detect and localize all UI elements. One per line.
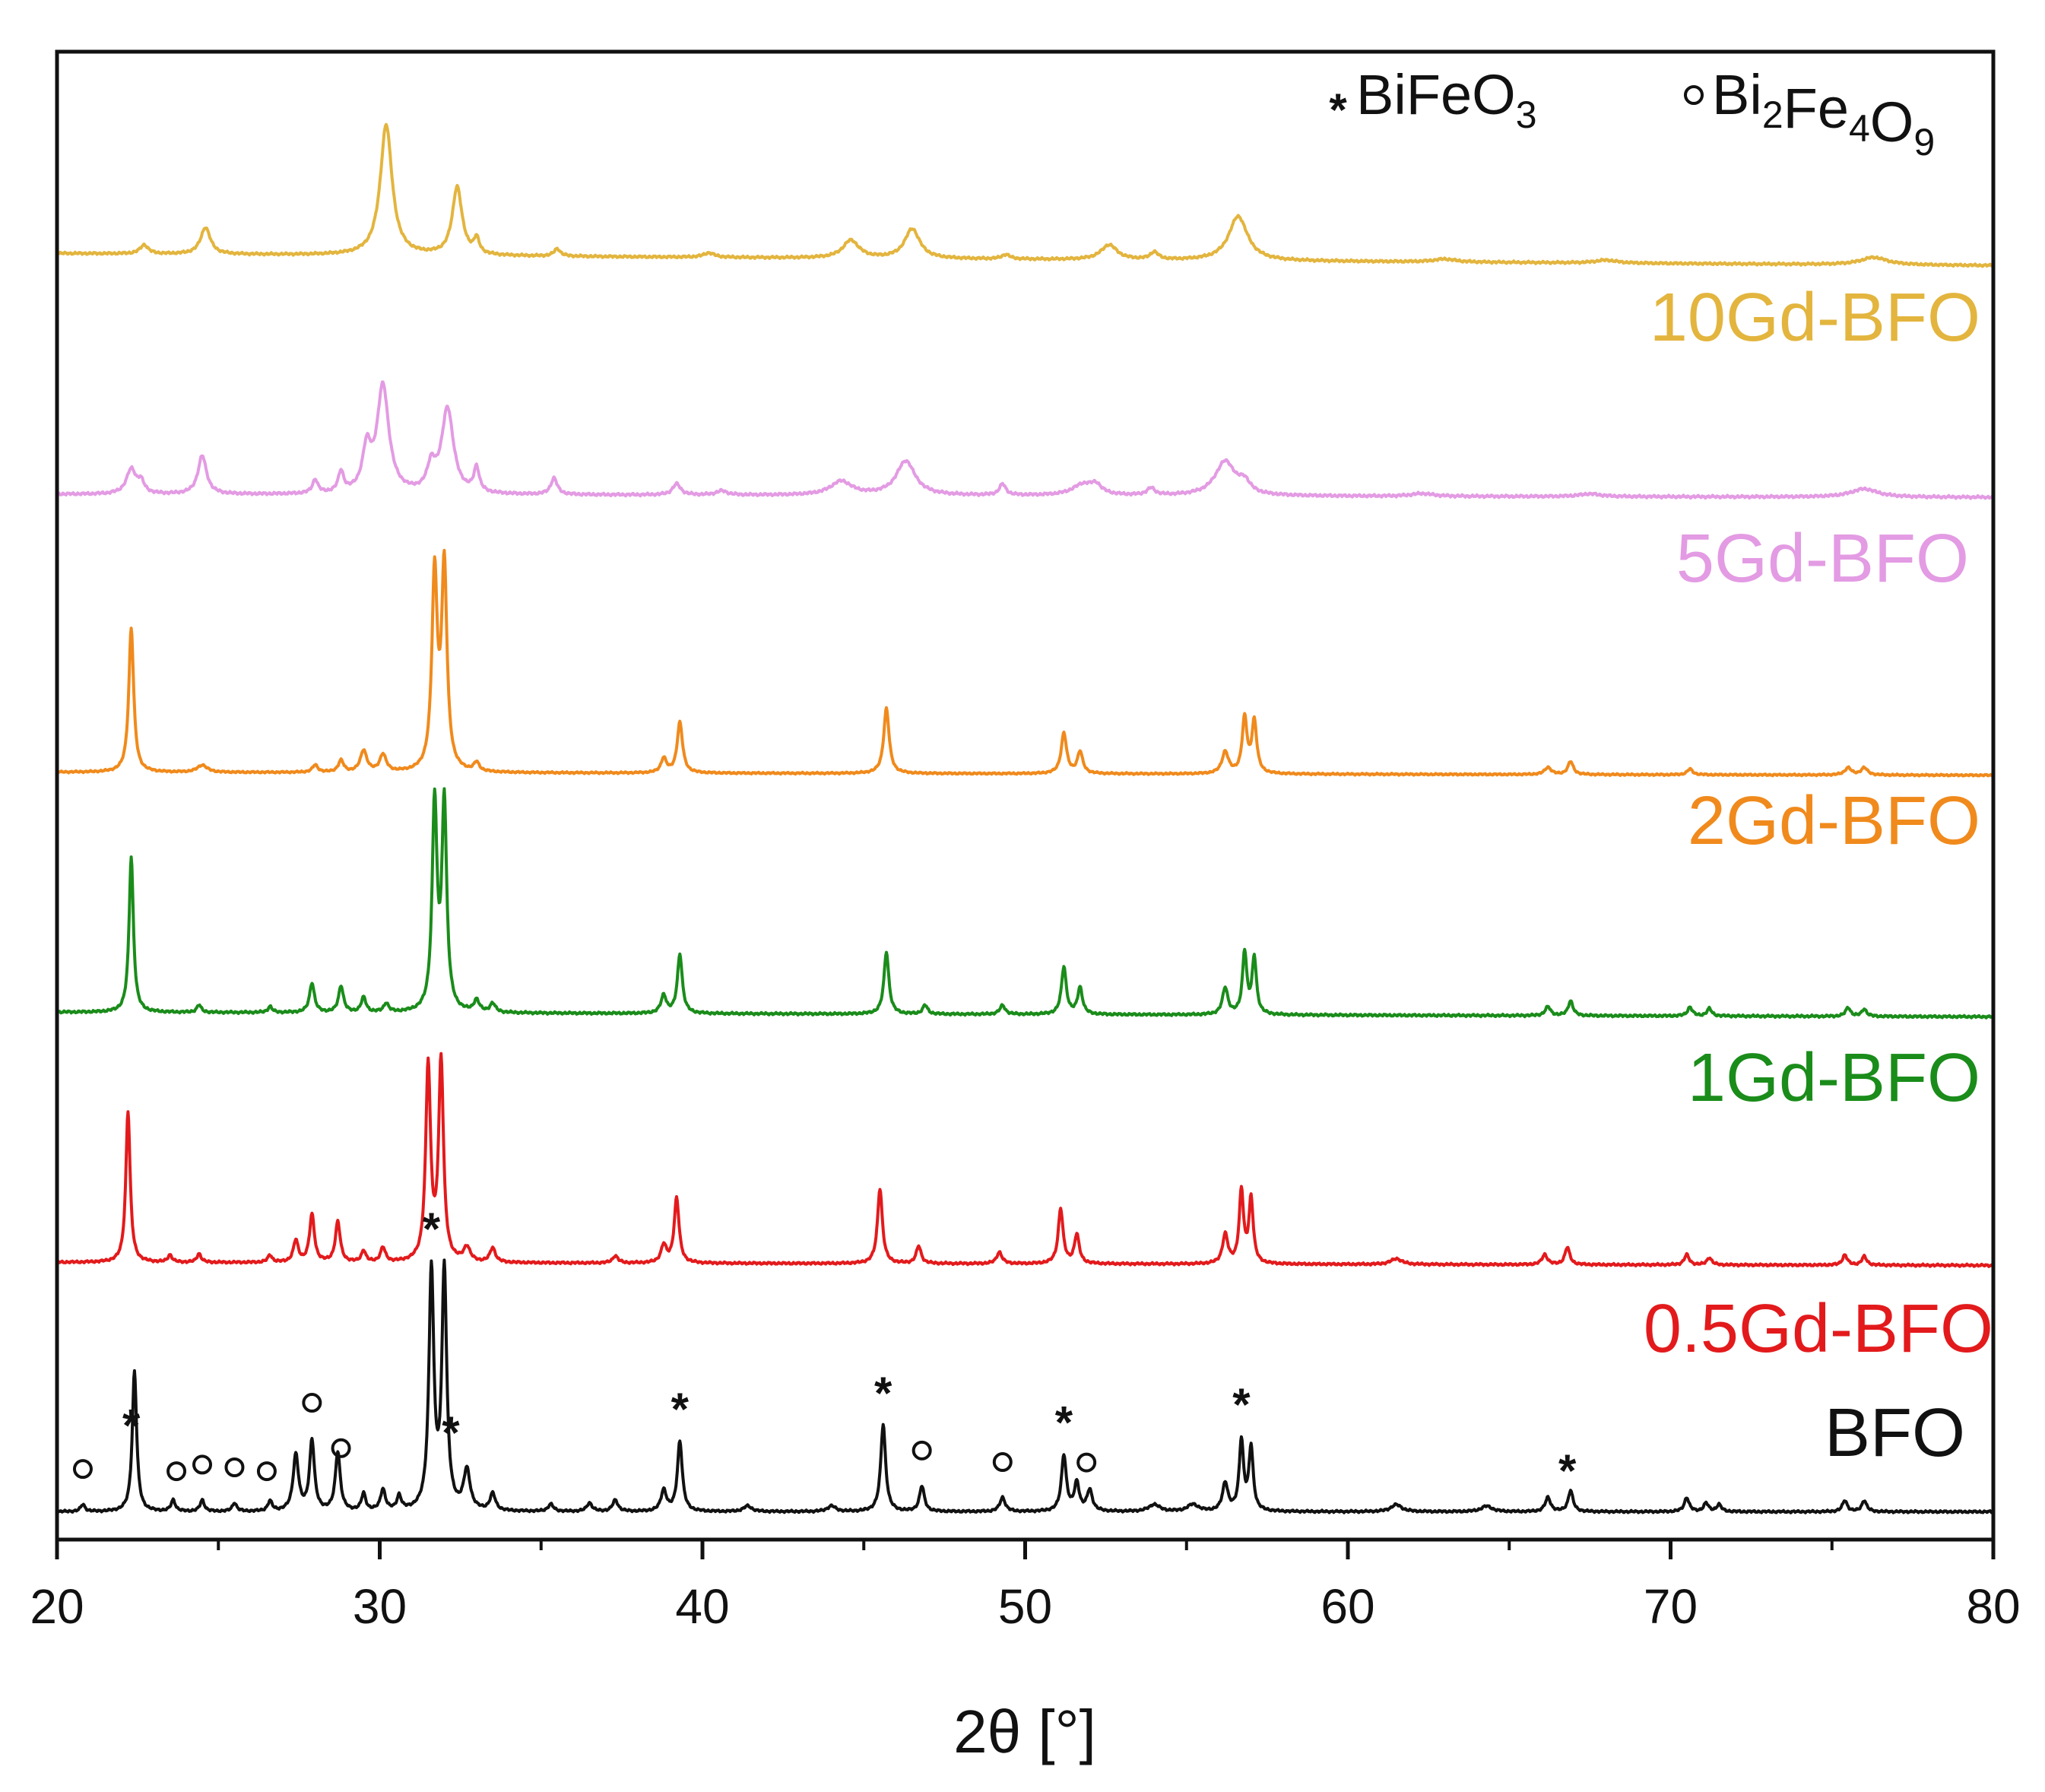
- bifeo3-marker: *: [1558, 1445, 1577, 1496]
- bifeo3-marker: *: [122, 1400, 141, 1451]
- bifeo3-marker: *: [874, 1368, 893, 1419]
- series-line-bfo: [55, 1258, 1995, 1514]
- x-tick-label: 40: [675, 1579, 729, 1634]
- marker-layer: * * * * * * * *: [72, 1204, 1577, 1496]
- circle-icon: [1684, 85, 1704, 105]
- series-layer: [55, 122, 1995, 1514]
- bi2fe4o9-marker: [224, 1457, 245, 1478]
- series-line-5gd-bfo: [55, 380, 1995, 500]
- x-axis-title: 2θ [°]: [953, 1698, 1096, 1765]
- bi2fe4o9-marker: [302, 1393, 322, 1413]
- bi2fe4o9-marker: [166, 1461, 187, 1482]
- series-label-1gd-bfo: 1Gd-BFO: [1688, 1040, 1980, 1116]
- legend: * BiFeO3 Bi2Fe4O9: [1329, 63, 1935, 163]
- bi2fe4o9-marker: [192, 1454, 213, 1475]
- bifeo3-marker: *: [423, 1204, 441, 1254]
- bi2fe4o9-marker: [256, 1461, 277, 1482]
- bi2fe4o9-marker: [331, 1438, 351, 1458]
- series-label-5gd-bfo: 5Gd-BFO: [1676, 521, 1969, 597]
- x-tick-label: 70: [1644, 1579, 1698, 1634]
- series-label-2gd-bfo: 2Gd-BFO: [1688, 783, 1980, 859]
- legend-entry-bi2fe4o9: Bi2Fe4O9: [1684, 63, 1935, 163]
- series-label-10gd-bfo: 10Gd-BFO: [1650, 280, 1980, 356]
- x-tick-label: 80: [1966, 1579, 2020, 1634]
- bifeo3-marker: *: [671, 1384, 690, 1435]
- bifeo3-marker: *: [1055, 1397, 1073, 1448]
- x-tick-label: 30: [353, 1579, 407, 1634]
- series-label-bfo: BFO: [1825, 1395, 1965, 1471]
- legend-label: BiFeO3: [1356, 63, 1537, 136]
- series-line-10gd-bfo: [55, 122, 1995, 268]
- x-tick-label: 20: [30, 1579, 84, 1634]
- series-line-1gd-bfo: [55, 787, 1995, 1020]
- legend-label: Bi2Fe4O9: [1712, 63, 1935, 163]
- bifeo3-marker: *: [442, 1407, 460, 1458]
- series-label-0-5gd-bfo: 0.5Gd-BFO: [1644, 1291, 1993, 1367]
- bifeo3-marker: *: [1232, 1379, 1251, 1430]
- series-line-0-5gd-bfo: [55, 1051, 1995, 1268]
- x-axis: 20 30 40 50 60 70 80: [30, 1540, 2021, 1634]
- legend-entry-bifeo3: * BiFeO3: [1329, 63, 1536, 136]
- star-icon: *: [1329, 84, 1347, 135]
- bi2fe4o9-marker: [992, 1452, 1013, 1473]
- series-line-2gd-bfo: [55, 548, 1995, 778]
- bi2fe4o9-marker: [72, 1459, 93, 1480]
- series-label-layer: BFO 0.5Gd-BFO 1Gd-BFO 2Gd-BFO 5Gd-BFO 10Gd-BF…: [1644, 280, 1993, 1471]
- bi2fe4o9-marker: [1076, 1452, 1097, 1473]
- x-tick-label: 60: [1321, 1579, 1374, 1634]
- x-tick-label: 50: [998, 1579, 1052, 1634]
- bi2fe4o9-marker: [912, 1440, 932, 1461]
